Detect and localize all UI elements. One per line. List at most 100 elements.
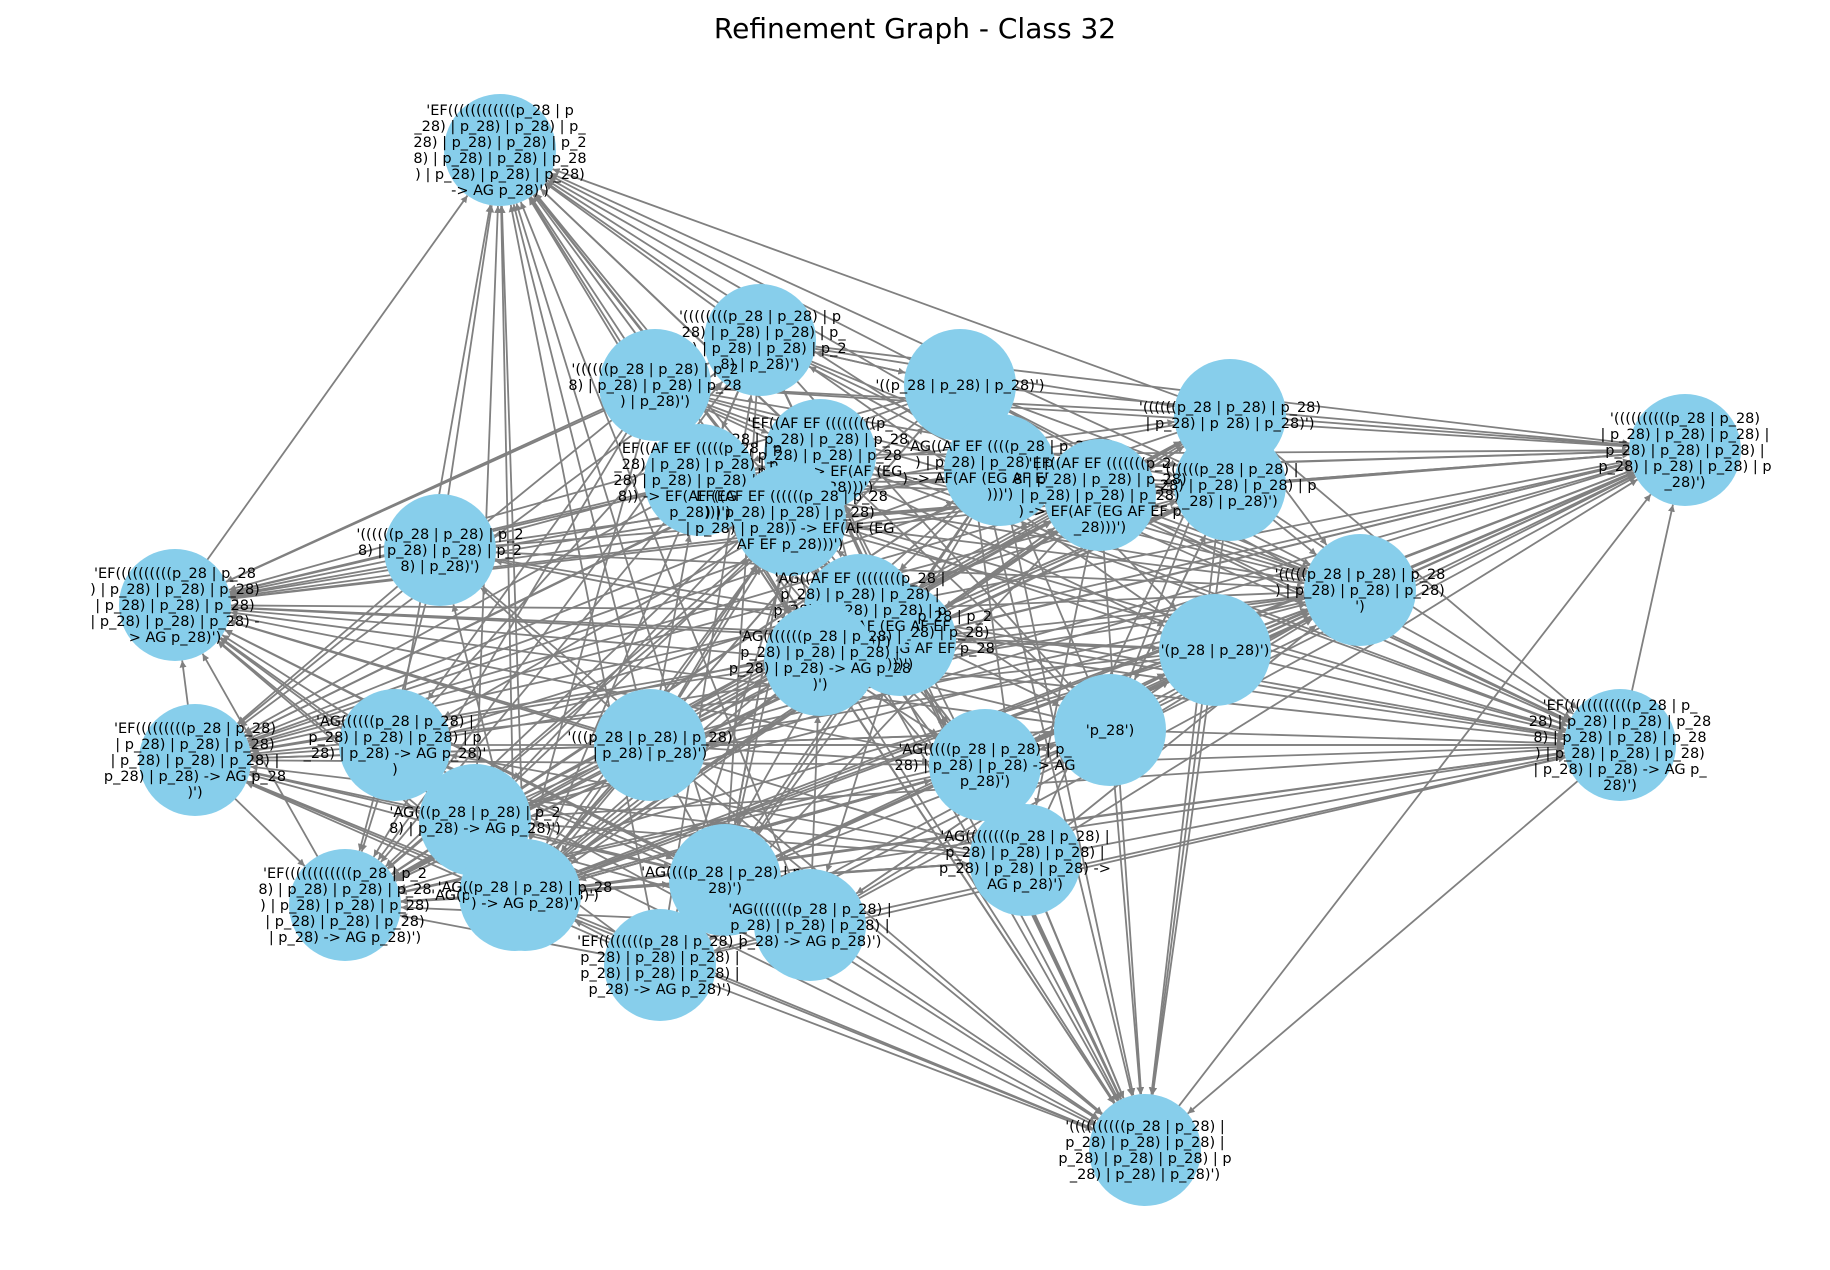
node-label-line: '((p_28 | p_28) | p_28)')	[875, 378, 1044, 394]
node-label-line: 'p_28')	[1086, 723, 1135, 739]
node-label-line: )	[392, 762, 398, 778]
edge-n_ur1-to-n_bottom	[1151, 465, 1224, 1094]
node-label-line: 8 | p_28) | p_28) | p_28)	[1013, 472, 1186, 488]
node-label-line: _28) | p_28) | p_28)')	[1069, 1167, 1220, 1183]
node-label-line: p_28) | p_28) -> AG p_28	[729, 661, 911, 677]
node-label-line: ) | p_28) | p_28) | p_28)	[260, 898, 430, 914]
node-label-line: p_28) | p_28) | p_28) |	[1065, 1135, 1224, 1151]
node-label-line: '((((((((((p_28 | p_28) |	[1065, 1119, 1225, 1135]
node-label-line: p_28) | p_28) -> AG p_28	[104, 769, 286, 785]
node-label-line: 8) | p_28) | p_28) | p_2	[358, 543, 522, 559]
node-label-line: 'EF((((((((((((p_28 | p_	[1543, 698, 1699, 714]
node-label-line: _28) | p_28) -> AG p_28)'	[303, 746, 487, 762]
node-label-line: p_28) | p_28) | p_28) |	[780, 587, 939, 603]
node-label-line: ')	[1355, 599, 1365, 615]
node-label-line: p_28) | p_28) | p_28) ->	[939, 861, 1111, 877]
node-label-line: 8) | p_28) | p_28) | p_28	[568, 378, 741, 394]
node-label-line: 'AG(((((((p_28 | p_28) |	[738, 629, 902, 645]
node-label-line: )')	[187, 785, 202, 801]
node-label-line: 8) | p_28)')	[400, 559, 479, 575]
node-label-line: '((((((p_28 | p_28) | p_2	[356, 527, 523, 543]
node-label-line: -> AG p_28)')	[451, 183, 549, 199]
graph-node: 'EF((((((((((p_28 | p_28) | p_28) | p_28…	[90, 549, 260, 661]
edge-n_right-to-n_tr	[1631, 505, 1673, 696]
node-label-line: _28) | p_28) | p_28) | p_	[413, 119, 586, 135]
node-label-line: p_28) -> AG p_28)')	[739, 934, 882, 950]
node-label-line: | p_28) | p_28) | p_28)	[115, 737, 274, 753]
node-label-line: 28)')	[708, 881, 742, 897]
node-label-line: 'EF((AF EF ((((((p_28 | p_28	[692, 489, 888, 505]
node-label-line: 'EF(((((((((p_28 | p_28)	[114, 721, 276, 737]
node-label-line: ) | p_28) | p_28) | p_28)	[415, 167, 585, 183]
node-label-line: ) | p_28) | p_28) | p_28)	[1535, 746, 1705, 762]
graph-node: 'EF((((((((((((p_28 | p_28) | p_28) | p_…	[1529, 689, 1711, 801]
node-label: 'p_28')	[1086, 723, 1135, 739]
edge-n_pp-to-n_tr	[1010, 390, 1629, 445]
edge-n_left_mid-to-n_left_bottom	[231, 795, 304, 866]
node-label-line: p_28) | p_28) | p_28) |	[580, 950, 739, 966]
edge-n_p28-to-n_bottom	[1114, 780, 1140, 1094]
node-label-line: '(((p_28 | p_28) | p_28)	[567, 730, 732, 746]
node-label-line: p_28)')	[960, 774, 1010, 790]
node-label: '(p_28 | p_28)')	[1161, 643, 1270, 659]
node-label-line: 'EF((((((((((((p_28 | p_2	[263, 866, 427, 882]
node-label-line: ) -> AG p_28)')	[471, 896, 579, 912]
node-label-line: 28)')	[1603, 778, 1637, 794]
node-label-line: _28) | p_28) | p_28) | p_	[613, 457, 786, 473]
node-label-line: _28) | p_28) | p_28) | p_	[673, 325, 846, 341]
node-label-line: | p_28) -> AG p_28)')	[269, 930, 421, 946]
node-label-line: | p_28) | p_28) | p_28)	[95, 598, 254, 614]
node-label-line: 28) | p_28) | p_28) | p_2	[413, 135, 586, 151]
node-label-line: 'EF((AF EF (((((p_28 | p	[618, 441, 782, 457]
node-label-line: '(((((p_28 | p_28) | p_28	[1275, 567, 1446, 583]
node-label-line: ) -> EF(AF (EG AF EF p	[1018, 504, 1181, 520]
node-label-line: '((((((p_28 | p_28) | p_28)	[1139, 400, 1321, 416]
node-label-line: p_28) | p_28) | p_28) |	[945, 845, 1104, 861]
node-label-line: ) | p_28) | p_28) | p_28)	[705, 505, 875, 521]
node-label-line: 'AG(((((((p_28 | p_28) |	[728, 902, 892, 918]
node-label-line: p_28) | p_28) | p_28) |	[740, 645, 899, 661]
node-label-line: | p_28) | p_28)')	[593, 746, 707, 762]
edge-n_ul3-to-n_top	[447, 205, 491, 500]
node-label-line: _28) | p_28)')	[1181, 494, 1278, 510]
node-label: '((((((((((p_28 | p_28) |p_28) | p_28) |…	[1058, 1119, 1231, 1183]
edge-n_ppp-to-n_ag5	[674, 789, 697, 831]
node-label-line: 8) | p_28) | p_28) | p_28	[413, 151, 586, 167]
node-label-line: p_28) | p_28) | p_28) |	[730, 918, 889, 934]
edge-n_ul2-to-n_top	[531, 197, 627, 343]
node-label-line: _28)')	[1663, 475, 1705, 491]
node-label-line: p_28) -> AG p_28)')	[589, 982, 732, 998]
node-label-line: ) | p_28) | p_28) | p_28)	[1275, 583, 1445, 599]
node-label-line: 'AG(((((p_28 | p_28) | p_	[898, 742, 1072, 758]
graph-node: '(p_28 | p_28)')	[1159, 594, 1271, 706]
node-label-line: 'AG((((((p_28 | p_28) |	[316, 714, 474, 730]
graph-node: 'EF(((((((((p_28 | p_28)| p_28) | p_28) …	[104, 704, 286, 816]
node-label-line: p_28) | p_28) | p_28) |	[580, 966, 739, 982]
node-label-line: | p_28) | p_28) | p_28)	[1020, 488, 1179, 504]
graph-node: '((((((((((p_28 | p_28)| p_28) | p_28) |…	[1598, 394, 1771, 506]
node-label-line: p_28) | p_28) | p_28) | p	[1598, 459, 1771, 475]
node-label-line: 'EF((((((((((p_28 | p_28	[94, 566, 256, 582]
node-label-line: 'EF((((((((((((p_28 | p	[426, 103, 574, 119]
node-label: 'AG(((((((p_28 | p_28) |p_28) | p_28) | …	[728, 902, 892, 950]
node-label-line: 8) | p_28) -> AG p_28)')	[389, 821, 561, 837]
node-label-line: )))')	[987, 487, 1014, 503]
node-label-line: 28) | p_28) | p_28) | p_28	[1529, 714, 1711, 730]
node-label-line: 'EF((AF EF (((((((((p_	[747, 416, 893, 432]
node-label-line: )')	[812, 677, 827, 693]
node-label: '(((((p_28 | p_28) | p_28) | p_28) | p_2…	[1275, 567, 1446, 615]
edge-n_left_mid-to-n_left_top	[182, 661, 188, 710]
node-label-line: _28)))')	[1073, 520, 1126, 536]
node-label-line: | p_28) | p_28) -> AG p_	[1533, 762, 1707, 778]
node-label-line: | p_28) | p_28) | p_28) |	[111, 753, 280, 769]
node-label-line: 'AG((p_28 | p_28) | p_28	[438, 880, 613, 896]
node-label-line: p_28) | p_28) | p_28) |	[1605, 443, 1764, 459]
node-label-line: '(p_28 | p_28)')	[1161, 643, 1270, 659]
node-label-line: 'EF((((((((p_28 | p_28) |	[577, 934, 743, 950]
node-label-line: '((((((((p_28 | p_28) | p	[679, 309, 841, 325]
